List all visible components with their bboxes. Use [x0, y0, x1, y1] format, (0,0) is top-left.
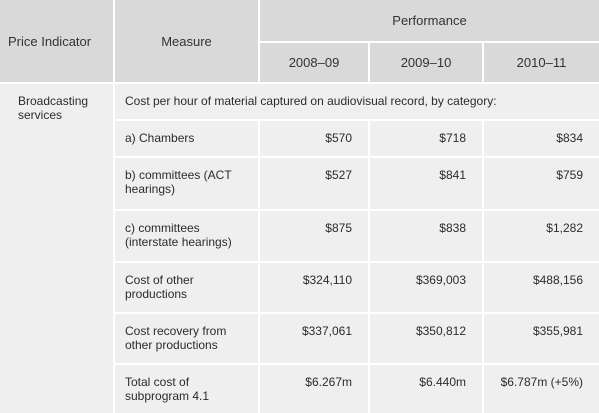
- measure-cell: b) committees (ACT hearings): [115, 158, 258, 209]
- value-cell: $6.787m (+5%): [484, 365, 599, 413]
- header-performance: Performance: [260, 0, 599, 41]
- category-intro-cell: Cost per hour of material captured on au…: [115, 84, 599, 119]
- value-text: $369,003: [415, 273, 466, 287]
- header-measure: Measure: [115, 0, 258, 82]
- value-text: $6.440m: [419, 375, 466, 389]
- indicator-label: Broadcasting services: [18, 94, 89, 122]
- value-text: $759: [556, 168, 583, 182]
- measure-cell: Cost recovery from other productions: [115, 314, 258, 363]
- header-year-3: 2010–11: [484, 43, 599, 82]
- header-year-1: 2008–09: [260, 43, 368, 82]
- value-cell: $841: [370, 158, 482, 209]
- value-cell: $718: [370, 121, 482, 156]
- value-text: $6.787m (+5%): [500, 375, 583, 389]
- value-cell: $355,981: [484, 314, 599, 363]
- value-text: $834: [556, 131, 583, 145]
- header-year-1-label: 2008–09: [288, 55, 340, 70]
- header-price-indicator-label: Price Indicator: [8, 33, 92, 49]
- measure-cell: c) committees (interstate hearings): [115, 211, 258, 261]
- value-cell: $759: [484, 158, 599, 209]
- measure-label: Cost of other productions: [125, 273, 194, 301]
- value-text: $337,061: [301, 324, 352, 338]
- header-price-indicator: Price Indicator: [0, 0, 113, 82]
- value-cell: $875: [260, 211, 368, 261]
- value-text: $6.267m: [305, 375, 352, 389]
- value-cell: $834: [484, 121, 599, 156]
- value-cell: $369,003: [370, 263, 482, 312]
- value-text: $350,812: [415, 324, 466, 338]
- measure-label: Total cost of subprogram 4.1: [125, 375, 210, 403]
- header-measure-label: Measure: [161, 33, 212, 49]
- value-cell: $527: [260, 158, 368, 209]
- category-intro-text: Cost per hour of material captured on au…: [125, 94, 497, 108]
- value-text: $355,981: [532, 324, 583, 338]
- value-cell: $324,110: [260, 263, 368, 312]
- header-year-3-label: 2010–11: [516, 55, 567, 70]
- value-cell: $6.267m: [260, 365, 368, 413]
- value-cell: $488,156: [484, 263, 599, 312]
- measure-cell: a) Chambers: [115, 121, 258, 156]
- value-text: $1,282: [546, 221, 583, 235]
- value-text: $488,156: [532, 273, 583, 287]
- value-cell: $6.440m: [370, 365, 482, 413]
- value-text: $527: [325, 168, 352, 182]
- measure-label: b) committees (ACT hearings): [125, 168, 232, 196]
- header-year-2-label: 2009–10: [400, 55, 452, 70]
- header-performance-label: Performance: [392, 13, 467, 28]
- measure-label: a) Chambers: [125, 131, 195, 145]
- value-cell: $1,282: [484, 211, 599, 261]
- value-text: $570: [325, 131, 352, 145]
- value-text: $875: [325, 221, 352, 235]
- value-text: $838: [439, 221, 466, 235]
- measure-cell: Total cost of subprogram 4.1: [115, 365, 258, 413]
- measure-label: c) committees (interstate hearings): [125, 221, 232, 249]
- value-cell: $350,812: [370, 314, 482, 363]
- header-year-2: 2009–10: [370, 43, 482, 82]
- measure-cell: Cost of other productions: [115, 263, 258, 312]
- value-cell: $838: [370, 211, 482, 261]
- measure-label: Cost recovery from other productions: [125, 324, 227, 352]
- value-text: $841: [439, 168, 466, 182]
- value-cell: $337,061: [260, 314, 368, 363]
- value-cell: $570: [260, 121, 368, 156]
- indicator-cell: Broadcasting services: [0, 84, 113, 413]
- value-text: $718: [439, 131, 466, 145]
- value-text: $324,110: [302, 273, 352, 287]
